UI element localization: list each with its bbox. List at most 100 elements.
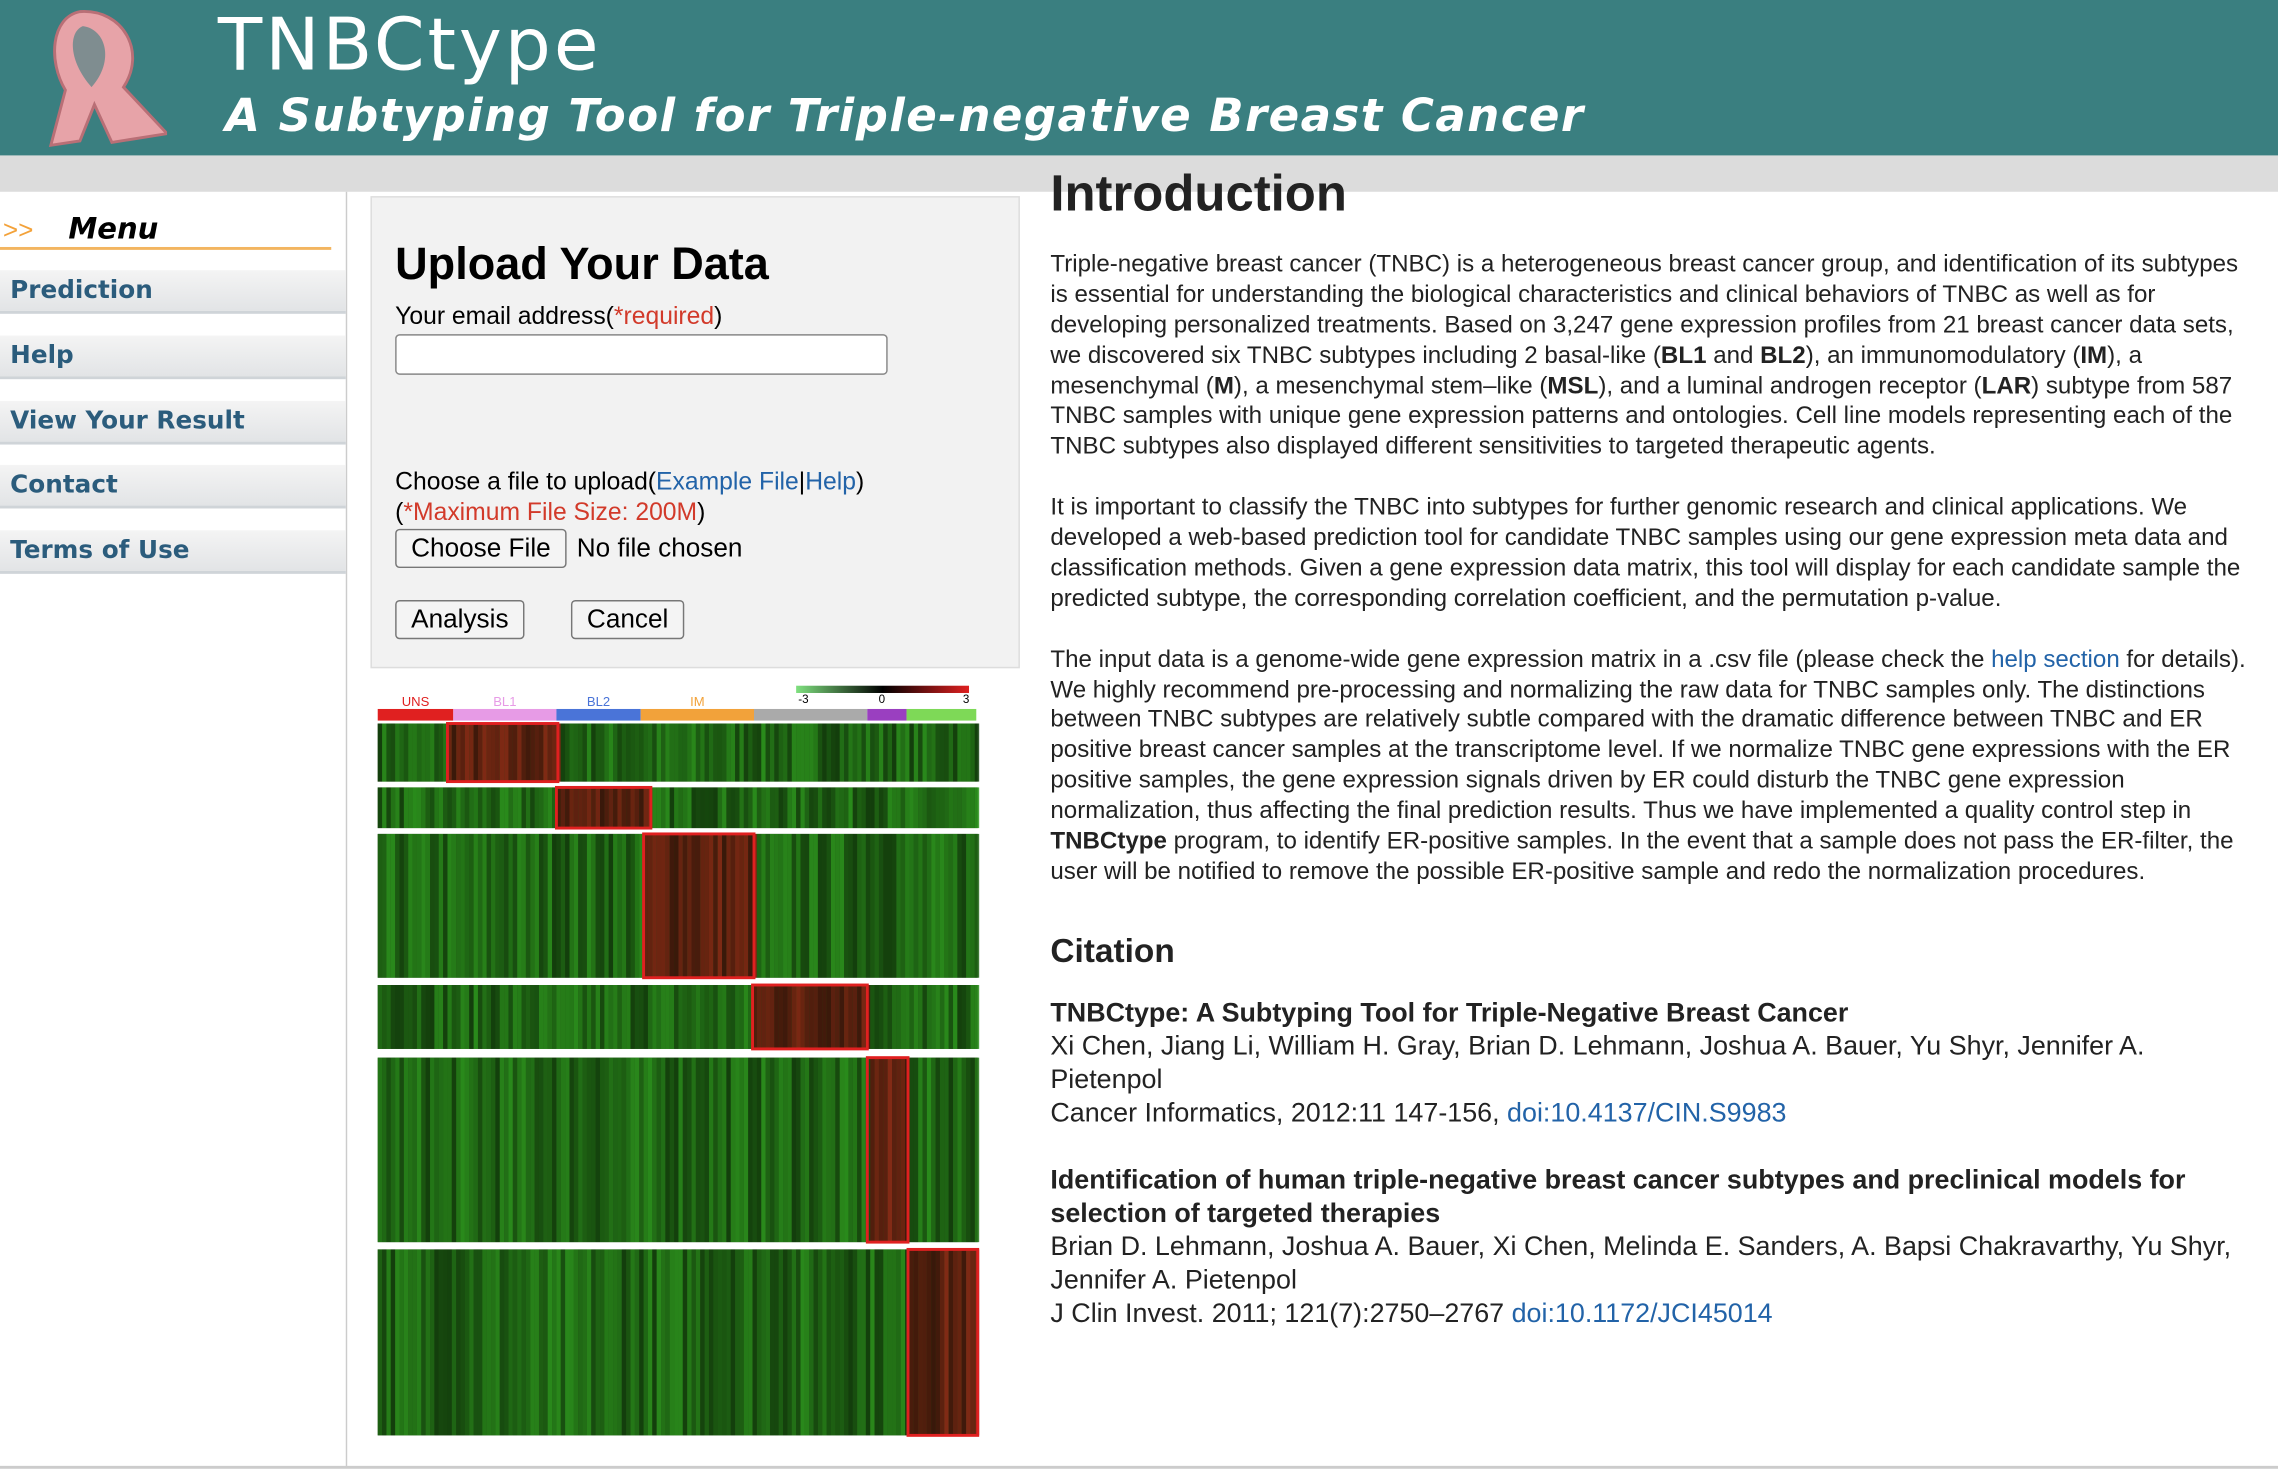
heatmap-column [608,787,614,829]
heatmap-column [495,787,500,829]
heatmap-column [443,1057,448,1243]
heatmap-column [804,1057,810,1243]
heatmap-column [852,984,858,1049]
heatmap-column [765,1249,770,1436]
heatmap-column [525,723,531,782]
help-section-link[interactable]: help section [1991,644,2120,673]
heatmap-column [621,1249,627,1436]
group-bar [754,708,868,721]
heatmap-column [508,833,513,978]
highlight-box [446,722,560,784]
heatmap-column [508,723,513,782]
menu-item[interactable]: Contact [0,464,346,509]
heatmap-column [626,1249,631,1436]
heatmap-column [939,984,945,1049]
choose-file-button[interactable]: Choose File [395,528,567,569]
heatmap-column [813,723,818,782]
heatmap-column [796,1249,801,1436]
heatmap-column [939,723,945,782]
heatmap-column [717,1057,723,1243]
heatmap-column [600,787,605,829]
heatmap-column [499,1249,505,1436]
heatmap-column [722,1057,727,1243]
heatmap-column [382,984,387,1049]
text: ), a mesenchymal ( [1050,340,2142,399]
help-link[interactable]: Help [805,467,857,496]
heatmap-column [573,787,579,829]
heatmap-column [621,833,627,978]
heatmap-column [761,1249,766,1436]
heatmap-column [565,787,570,829]
heatmap-column [700,1249,705,1436]
heatmap-column [878,1057,884,1243]
heatmap-column [438,787,444,829]
heatmap-column [922,1249,927,1436]
heatmap-column [691,1057,696,1243]
menu-item[interactable]: Prediction [0,270,346,314]
heatmap-column [708,723,714,782]
heatmap-column [769,787,775,829]
citation-authors: Brian D. Lehmann, Joshua A. Bauer, Xi Ch… [1050,1230,2232,1295]
heatmap-column [634,723,640,782]
heatmap-column [783,1057,788,1243]
heatmap-column [970,723,975,782]
doi-link[interactable]: doi:10.4137/CIN.S9983 [1507,1096,1787,1128]
heatmap-column [687,723,692,782]
email-input[interactable] [395,334,888,375]
heatmap-column [944,723,949,782]
heatmap-column [582,723,587,782]
heatmap-column [896,1249,901,1436]
heatmap-column [813,984,818,1049]
heatmap-column [460,984,465,1049]
heatmap-column [517,984,522,1049]
heatmap-column [582,984,587,1049]
group-label: UNS [402,694,430,709]
heatmap-column [852,787,858,829]
menu-item[interactable]: Help [0,335,346,380]
header-strip [0,155,2278,192]
heatmap-column [748,1249,753,1436]
heatmap-column [861,1249,866,1436]
heatmap-column [613,833,618,978]
heatmap-column [704,723,709,782]
heatmap-column [922,787,927,829]
heatmap-column [613,984,618,1049]
heatmap-column [626,833,631,978]
menu-item[interactable]: Terms of Use [0,530,346,574]
example-file-link[interactable]: Example File [656,467,799,496]
heatmap-column [543,833,548,978]
heatmap-column [870,984,875,1049]
heatmap-column [883,723,888,782]
color-scale [796,685,970,693]
heatmap-column [778,723,784,782]
heatmap-column [547,833,553,978]
heatmap-column [634,1249,640,1436]
heatmap-column [473,833,478,978]
heatmap-column [900,723,906,782]
heatmap-column [403,833,409,978]
heatmap-column [421,833,426,978]
heatmap-column [569,1249,574,1436]
heatmap-column [578,984,583,1049]
main-content: Introduction Triple-negative breast canc… [1050,169,2256,1362]
heatmap-column [661,833,666,978]
analysis-button[interactable]: Analysis [395,600,525,640]
heatmap-column [608,1057,614,1243]
heatmap-column [870,833,875,978]
heatmap-column [469,1057,474,1243]
heatmap-column [848,787,853,829]
heatmap-column [953,723,958,782]
menu-item[interactable]: View Your Result [0,400,346,445]
heatmap-column [905,833,910,978]
heatmap-column [848,723,853,782]
heatmap-column [953,833,958,978]
text: The input data is a genome-wide gene exp… [1050,644,1992,673]
heatmap-column [887,833,893,978]
cancel-button[interactable]: Cancel [570,600,685,640]
heatmap-column [708,787,714,829]
heatmap-column [870,1057,875,1243]
heatmap-column [708,1249,714,1436]
heatmap-column [595,1249,601,1436]
heatmap-column [543,1249,548,1436]
doi-link[interactable]: doi:10.1172/JCI45014 [1511,1297,1773,1328]
